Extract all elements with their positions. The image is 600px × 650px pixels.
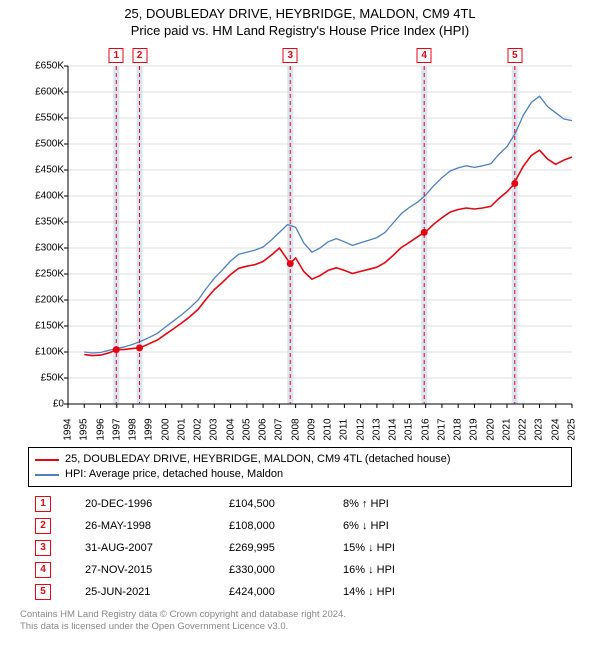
y-tick-label: £600K <box>20 87 64 98</box>
x-tick-label: 1999 <box>144 418 155 440</box>
marker-date: 26-MAY-1998 <box>85 520 195 532</box>
chart-marker-badge: 4 <box>417 48 432 63</box>
legend: 25, DOUBLEDAY DRIVE, HEYBRIDGE, MALDON, … <box>28 447 572 487</box>
x-tick-label: 2020 <box>485 418 496 440</box>
marker-badge: 3 <box>35 540 51 556</box>
y-tick-label: £350K <box>20 217 64 228</box>
x-tick-label: 2011 <box>339 419 350 441</box>
marker-date: 25-JUN-2021 <box>85 586 195 598</box>
y-tick-label: £150K <box>20 321 64 332</box>
marker-row: 4 27-NOV-2015 £330,000 16% ↓ HPI <box>35 559 565 581</box>
x-tick-label: 2012 <box>355 418 366 440</box>
title-address: 25, DOUBLEDAY DRIVE, HEYBRIDGE, MALDON, … <box>0 6 600 21</box>
marker-badge: 5 <box>35 584 51 600</box>
x-tick-label: 1995 <box>79 418 90 440</box>
marker-hpi-delta: 14% ↓ HPI <box>343 586 453 598</box>
legend-label-property: 25, DOUBLEDAY DRIVE, HEYBRIDGE, MALDON, … <box>65 452 451 467</box>
x-tick-label: 2000 <box>160 418 171 440</box>
marker-badge: 1 <box>35 496 51 512</box>
chart-svg <box>20 44 580 439</box>
marker-row: 5 25-JUN-2021 £424,000 14% ↓ HPI <box>35 581 565 603</box>
y-tick-label: £550K <box>20 113 64 124</box>
chart-marker-badge: 1 <box>109 48 124 63</box>
footer: Contains HM Land Registry data © Crown c… <box>20 609 580 633</box>
markers-table: 1 20-DEC-1996 £104,500 8% ↑ HPI 2 26-MAY-1998… <box>35 493 565 603</box>
title-subtitle: Price paid vs. HM Land Registry's House … <box>0 23 600 38</box>
marker-price: £424,000 <box>229 586 309 598</box>
y-tick-label: £100K <box>20 347 64 358</box>
y-tick-label: £500K <box>20 139 64 150</box>
marker-row: 1 20-DEC-1996 £104,500 8% ↑ HPI <box>35 493 565 515</box>
marker-date: 27-NOV-2015 <box>85 564 195 576</box>
marker-price: £330,000 <box>229 564 309 576</box>
legend-item-hpi: HPI: Average price, detached house, Mald… <box>35 467 565 482</box>
chart-marker-badge: 2 <box>132 48 147 63</box>
x-tick-label: 2024 <box>550 418 561 440</box>
x-tick-label: 2004 <box>225 418 236 440</box>
marker-hpi-delta: 8% ↑ HPI <box>343 498 453 510</box>
marker-price: £269,995 <box>229 542 309 554</box>
footer-line-1: Contains HM Land Registry data © Crown c… <box>20 609 580 621</box>
chart-marker-badge: 3 <box>283 48 298 63</box>
legend-label-hpi: HPI: Average price, detached house, Mald… <box>65 467 283 482</box>
price-chart: £0 £50K £100K £150K £200K £250K £300K £350K £400… <box>20 44 580 439</box>
x-tick-label: 2010 <box>323 418 334 440</box>
x-tick-label: 2008 <box>290 418 301 440</box>
x-tick-label: 2009 <box>306 418 317 440</box>
marker-hpi-delta: 6% ↓ HPI <box>343 520 453 532</box>
marker-price: £104,500 <box>229 498 309 510</box>
y-tick-label: £300K <box>20 243 64 254</box>
marker-row: 3 31-AUG-2007 £269,995 15% ↓ HPI <box>35 537 565 559</box>
y-tick-label: £0 <box>20 399 64 410</box>
footer-line-2: This data is licensed under the Open Gov… <box>20 621 580 633</box>
x-tick-label: 2001 <box>176 418 187 440</box>
x-tick-label: 2021 <box>501 418 512 440</box>
y-tick-label: £650K <box>20 61 64 72</box>
x-tick-label: 2005 <box>241 418 252 440</box>
x-tick-label: 2007 <box>274 418 285 440</box>
y-tick-label: £250K <box>20 269 64 280</box>
y-tick-label: £50K <box>20 373 64 384</box>
marker-date: 31-AUG-2007 <box>85 542 195 554</box>
x-tick-label: 2025 <box>567 418 578 440</box>
x-tick-label: 2002 <box>193 418 204 440</box>
legend-swatch-property <box>35 459 59 461</box>
marker-badge: 4 <box>35 562 51 578</box>
x-tick-label: 1998 <box>128 418 139 440</box>
marker-price: £108,000 <box>229 520 309 532</box>
x-tick-label: 2017 <box>436 418 447 440</box>
marker-hpi-delta: 15% ↓ HPI <box>343 542 453 554</box>
x-tick-label: 1997 <box>111 418 122 440</box>
x-tick-label: 2003 <box>209 418 220 440</box>
y-tick-label: £400K <box>20 191 64 202</box>
legend-item-property: 25, DOUBLEDAY DRIVE, HEYBRIDGE, MALDON, … <box>35 452 565 467</box>
legend-swatch-hpi <box>35 474 59 476</box>
x-tick-label: 2019 <box>469 418 480 440</box>
x-tick-label: 2013 <box>371 418 382 440</box>
marker-row: 2 26-MAY-1998 £108,000 6% ↓ HPI <box>35 515 565 537</box>
x-tick-label: 2018 <box>453 418 464 440</box>
x-tick-label: 2015 <box>404 418 415 440</box>
marker-hpi-delta: 16% ↓ HPI <box>343 564 453 576</box>
x-tick-label: 1994 <box>63 418 74 440</box>
x-tick-label: 2006 <box>258 418 269 440</box>
x-tick-label: 2014 <box>388 418 399 440</box>
x-tick-label: 2016 <box>420 418 431 440</box>
x-tick-label: 2023 <box>534 418 545 440</box>
x-tick-label: 2022 <box>518 418 529 440</box>
y-tick-label: £450K <box>20 165 64 176</box>
chart-marker-badge: 5 <box>507 48 522 63</box>
marker-date: 20-DEC-1996 <box>85 498 195 510</box>
y-tick-label: £200K <box>20 295 64 306</box>
x-tick-label: 1996 <box>95 418 106 440</box>
marker-badge: 2 <box>35 518 51 534</box>
